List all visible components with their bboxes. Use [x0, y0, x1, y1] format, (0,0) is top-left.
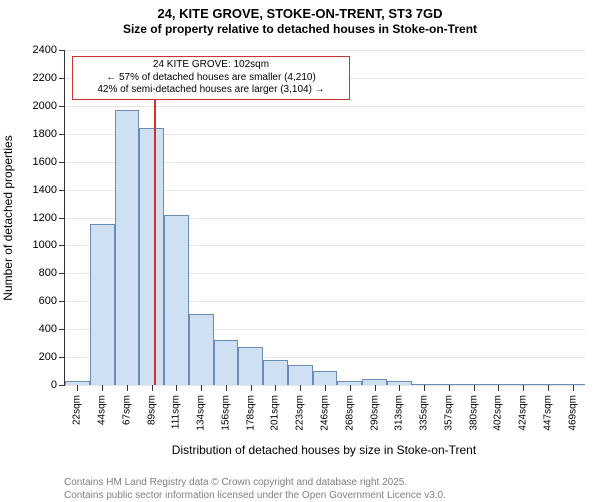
y-tick [59, 162, 65, 163]
y-tick-label: 1000 [33, 239, 57, 251]
y-tick [59, 357, 65, 358]
x-tick-label: 402sqm [493, 395, 504, 431]
x-tick [375, 385, 376, 391]
x-tick-label: 134sqm [196, 395, 207, 431]
histogram-bar [90, 224, 115, 385]
x-tick-label: 424sqm [518, 395, 529, 431]
grid-line [65, 106, 585, 107]
x-tick [548, 385, 549, 391]
histogram-bar [139, 128, 164, 385]
x-tick-label: 357sqm [443, 395, 454, 431]
y-tick [59, 273, 65, 274]
x-tick [399, 385, 400, 391]
x-tick [102, 385, 103, 391]
y-tick-label: 1200 [33, 212, 57, 224]
y-tick-label: 2000 [33, 100, 57, 112]
annotation-line2: ← 57% of detached houses are smaller (4,… [77, 72, 345, 85]
y-tick [59, 106, 65, 107]
annotation-box: 24 KITE GROVE: 102sqm ← 57% of detached … [72, 56, 350, 100]
y-tick-label: 0 [51, 379, 57, 391]
y-tick-label: 400 [39, 323, 57, 335]
y-tick [59, 50, 65, 51]
x-tick [300, 385, 301, 391]
footer-attribution: Contains HM Land Registry data © Crown c… [64, 476, 446, 502]
chart-title-main: 24, KITE GROVE, STOKE-ON-TRENT, ST3 7GD [0, 6, 600, 21]
x-tick [152, 385, 153, 391]
x-tick-label: 246sqm [320, 395, 331, 431]
x-tick [350, 385, 351, 391]
x-tick [226, 385, 227, 391]
y-tick [59, 301, 65, 302]
x-tick-label: 469sqm [567, 395, 578, 431]
x-tick [449, 385, 450, 391]
y-tick-label: 1400 [33, 184, 57, 196]
y-tick-label: 200 [39, 351, 57, 363]
x-tick-label: 44sqm [97, 395, 108, 425]
x-tick-label: 178sqm [245, 395, 256, 431]
x-tick [424, 385, 425, 391]
chart-title-sub: Size of property relative to detached ho… [0, 22, 600, 36]
footer-line1: Contains HM Land Registry data © Crown c… [64, 476, 446, 489]
y-tick [59, 385, 65, 386]
annotation-line3: 42% of semi-detached houses are larger (… [77, 84, 345, 97]
histogram-bar [189, 314, 214, 385]
y-tick-label: 1600 [33, 156, 57, 168]
grid-line [65, 50, 585, 51]
x-tick-label: 447sqm [542, 395, 553, 431]
x-tick-label: 22sqm [72, 395, 83, 425]
x-tick-label: 313sqm [394, 395, 405, 431]
x-tick [523, 385, 524, 391]
x-tick [77, 385, 78, 391]
y-tick [59, 78, 65, 79]
y-tick [59, 190, 65, 191]
y-tick [59, 218, 65, 219]
x-tick [201, 385, 202, 391]
x-tick [325, 385, 326, 391]
x-tick [127, 385, 128, 391]
plot-area: 0200400600800100012001400160018002000220… [64, 50, 585, 386]
x-tick-label: 111sqm [171, 395, 182, 429]
x-axis-label: Distribution of detached houses by size … [64, 443, 584, 457]
x-tick [498, 385, 499, 391]
x-tick-label: 290sqm [369, 395, 380, 431]
y-axis-label: Number of detached properties [1, 135, 15, 300]
y-tick-label: 800 [39, 267, 57, 279]
x-tick-label: 268sqm [344, 395, 355, 431]
y-tick [59, 134, 65, 135]
x-tick-label: 156sqm [220, 395, 231, 431]
histogram-bar [263, 360, 288, 385]
y-tick-label: 600 [39, 295, 57, 307]
x-tick-label: 380sqm [468, 395, 479, 431]
x-tick [251, 385, 252, 391]
footer-line2: Contains public sector information licen… [64, 489, 446, 502]
y-tick-label: 2200 [33, 72, 57, 84]
y-tick [59, 245, 65, 246]
y-tick-label: 1800 [33, 128, 57, 140]
property-marker-line [154, 78, 156, 385]
x-tick [573, 385, 574, 391]
y-tick-label: 2400 [33, 44, 57, 56]
x-tick [275, 385, 276, 391]
histogram-bar [238, 347, 263, 385]
x-tick-label: 201sqm [270, 395, 281, 431]
histogram-bar [288, 365, 313, 385]
histogram-bar [115, 110, 140, 385]
annotation-line1: 24 KITE GROVE: 102sqm [77, 59, 345, 72]
x-tick-label: 89sqm [146, 395, 157, 425]
histogram-bar [214, 340, 239, 385]
y-tick [59, 329, 65, 330]
histogram-bar [164, 215, 189, 385]
x-tick-label: 67sqm [121, 395, 132, 425]
x-tick [474, 385, 475, 391]
x-tick [176, 385, 177, 391]
histogram-bar [313, 371, 338, 385]
x-tick-label: 335sqm [419, 395, 430, 431]
chart-container: 24, KITE GROVE, STOKE-ON-TRENT, ST3 7GD … [0, 0, 600, 500]
x-tick-label: 223sqm [295, 395, 306, 431]
